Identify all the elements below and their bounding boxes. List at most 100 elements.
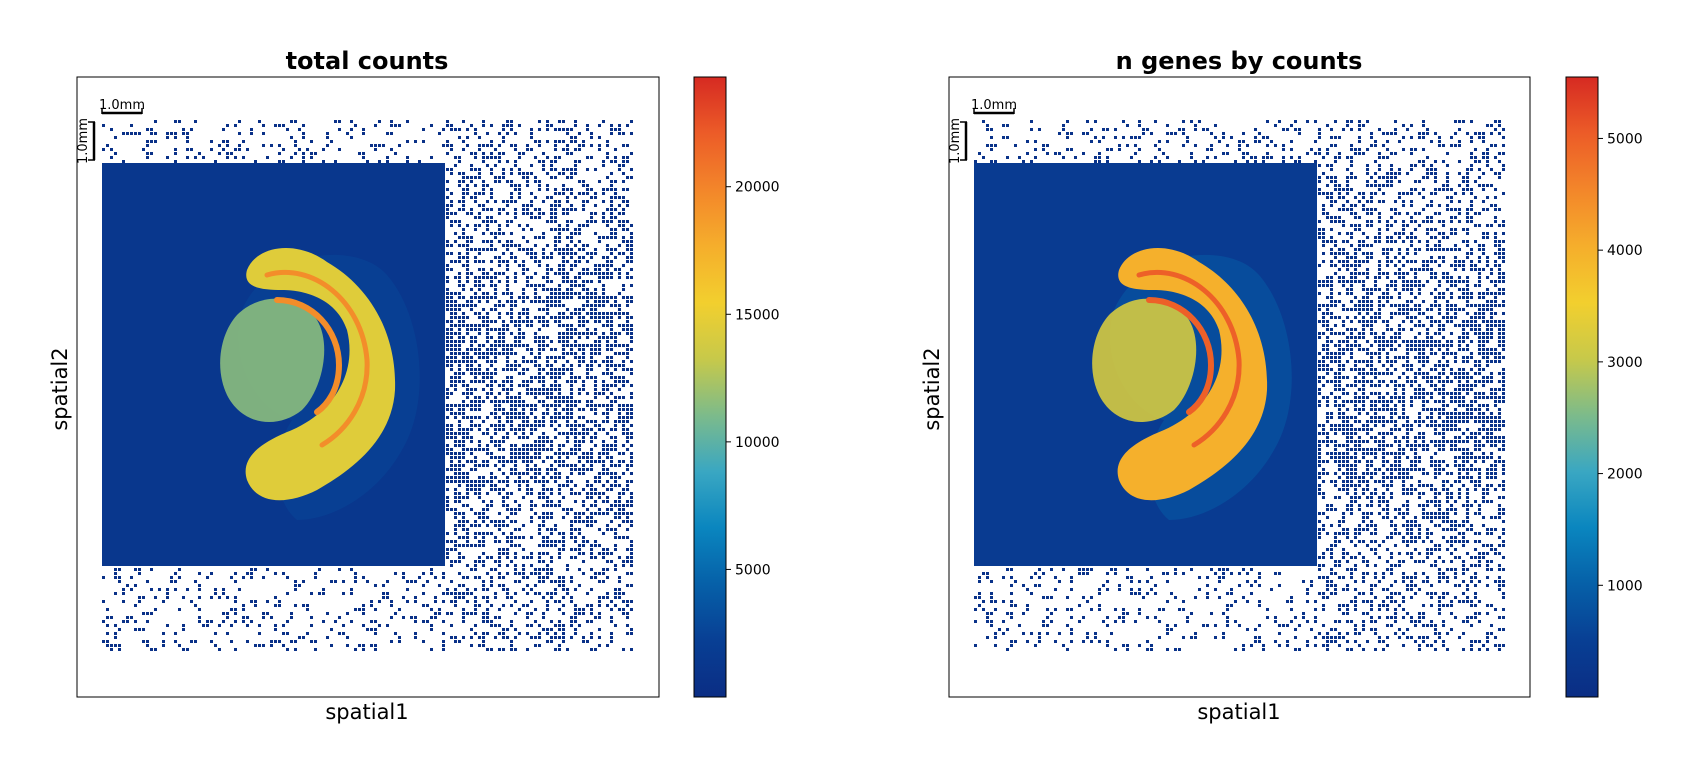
spot (1434, 304, 1437, 307)
spot (454, 532, 457, 535)
spot (554, 300, 557, 303)
spot (266, 612, 269, 615)
spot (626, 328, 629, 331)
spot (582, 332, 585, 335)
spot (566, 380, 569, 383)
spot (1430, 340, 1433, 343)
spot (594, 360, 597, 363)
spot (454, 232, 457, 235)
spot (478, 300, 481, 303)
spot (1410, 192, 1413, 195)
spot (606, 416, 609, 419)
spot (482, 616, 485, 619)
spot (482, 564, 485, 567)
spot (1350, 156, 1353, 159)
spot (562, 628, 565, 631)
spot (586, 272, 589, 275)
spot (462, 316, 465, 319)
spot (1326, 348, 1329, 351)
spot (546, 456, 549, 459)
spot (322, 148, 325, 151)
spot (246, 148, 249, 151)
spot (1322, 156, 1325, 159)
spot (1366, 236, 1369, 239)
spot (514, 480, 517, 483)
spot (614, 440, 617, 443)
spot (542, 376, 545, 379)
spot (534, 592, 537, 595)
spot (1494, 300, 1497, 303)
spot (1378, 152, 1381, 155)
spot (278, 640, 281, 643)
spot (170, 576, 173, 579)
spot (578, 332, 581, 335)
spot (1482, 312, 1485, 315)
spot (562, 272, 565, 275)
spot (550, 532, 553, 535)
spot (1190, 120, 1193, 123)
spot (1490, 308, 1493, 311)
spot (606, 452, 609, 455)
spot (630, 276, 633, 279)
spot (618, 412, 621, 415)
spot (1130, 156, 1133, 159)
spot (178, 576, 181, 579)
spot (242, 156, 245, 159)
spot (538, 528, 541, 531)
spot (550, 392, 553, 395)
spot (626, 160, 629, 163)
spot (614, 444, 617, 447)
spot (1498, 120, 1501, 123)
spot (1498, 332, 1501, 335)
spot (562, 140, 565, 143)
spot (1478, 340, 1481, 343)
spot (178, 120, 181, 123)
spot (1354, 336, 1357, 339)
spot (630, 632, 633, 635)
spot (578, 144, 581, 147)
spot (514, 160, 517, 163)
spot (1378, 356, 1381, 359)
spot (502, 576, 505, 579)
spot (1370, 304, 1373, 307)
spot (534, 636, 537, 639)
spot (554, 316, 557, 319)
spot (462, 404, 465, 407)
spot (1446, 276, 1449, 279)
spot (610, 488, 613, 491)
spot (582, 468, 585, 471)
spot (606, 260, 609, 263)
spot (534, 456, 537, 459)
spot (466, 300, 469, 303)
spot (610, 228, 613, 231)
spot (1366, 304, 1369, 307)
spot (1502, 128, 1505, 131)
spot (470, 328, 473, 331)
spot (526, 368, 529, 371)
spot (582, 256, 585, 259)
spot (1390, 216, 1393, 219)
spot (1318, 176, 1321, 179)
spot (470, 336, 473, 339)
spot (558, 284, 561, 287)
spot (458, 340, 461, 343)
spot (446, 244, 449, 247)
spot (1374, 316, 1377, 319)
spot (1418, 224, 1421, 227)
spot (250, 128, 253, 131)
spot (402, 596, 405, 599)
spot (1478, 224, 1481, 227)
spot (454, 456, 457, 459)
spot (1334, 216, 1337, 219)
spot (574, 376, 577, 379)
spot (462, 192, 465, 195)
spot (294, 648, 297, 651)
spot (1486, 292, 1489, 295)
spot (1386, 324, 1389, 327)
spot (518, 632, 521, 635)
spot (1390, 172, 1393, 175)
spot (478, 280, 481, 283)
spot (1318, 320, 1321, 323)
spot (290, 640, 293, 643)
spot (1006, 124, 1009, 127)
